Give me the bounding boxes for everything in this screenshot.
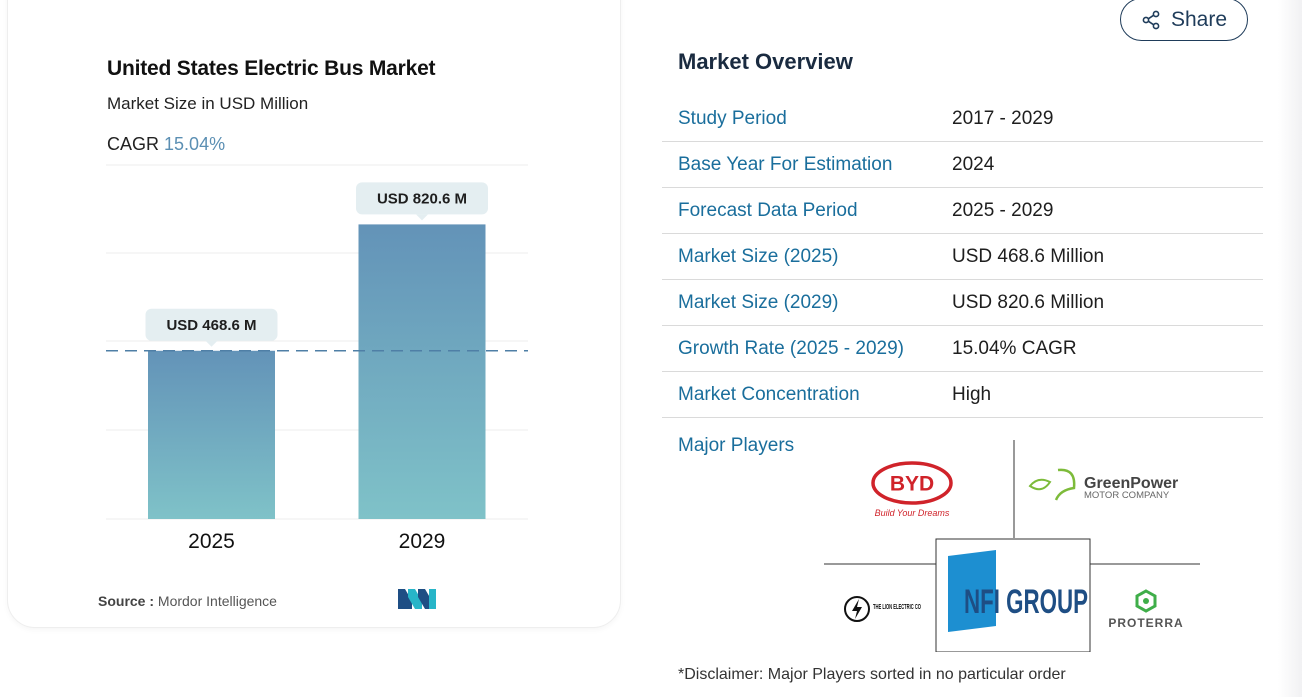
page-edge-shadow	[1278, 0, 1302, 697]
bar-2025	[148, 350, 275, 519]
overview-row-base-year: Base Year For Estimation 2024	[662, 142, 1263, 188]
data-label-pointer	[416, 214, 428, 221]
overview-key: Market Size (2029)	[678, 291, 839, 313]
data-label-text: USD 468.6 M	[166, 317, 256, 334]
cagr-value: 15.04%	[164, 134, 226, 154]
overview-key: Study Period	[678, 107, 787, 129]
overview-key: Base Year For Estimation	[678, 153, 893, 175]
greenpower-tagline: MOTOR COMPANY	[1084, 490, 1170, 501]
nfi-group-name: NFI GROUP	[964, 583, 1088, 621]
overview-value: 2025 - 2029	[952, 199, 1054, 221]
mordor-intelligence-logo	[398, 589, 436, 609]
data-label-2029: USD 820.6 M	[356, 182, 488, 221]
data-label-text: USD 820.6 M	[377, 190, 467, 207]
cagr-text: CAGR 15.04%	[107, 134, 225, 155]
overview-value: 2024	[952, 153, 995, 175]
chart-title: United States Electric Bus Market	[107, 57, 436, 80]
overview-key: Market Concentration	[678, 383, 860, 405]
data-label-bubble	[356, 182, 488, 215]
proterra-logo: PROTERRA	[1108, 589, 1183, 630]
market-overview-table: Study Period 2017 - 2029 Base Year For E…	[662, 96, 1263, 418]
lion-electric-logo: THE LION ELECTRIC CO	[844, 596, 921, 622]
greenpower-name: GreenPower	[1084, 475, 1178, 492]
share-button[interactable]: Share	[1120, 0, 1248, 41]
data-label-2025: USD 468.6 M	[145, 308, 278, 347]
source-text: Source : Mordor Intelligence	[98, 593, 277, 609]
major-players-logo-grid: BYD Build Your Dreams GreenPower MOTOR C…	[824, 440, 1200, 652]
byd-logo: BYD Build Your Dreams	[871, 461, 953, 518]
greenpower-logo: GreenPower MOTOR COMPANY	[1028, 468, 1178, 501]
chart-subtitle: Market Size in USD Million	[107, 94, 309, 113]
overview-row-forecast-period: Forecast Data Period 2025 - 2029	[662, 188, 1263, 234]
major-players-label: Major Players	[678, 435, 795, 456]
nfi-group-logo: NFI GROUP	[948, 550, 1088, 632]
disclaimer-text: *Disclaimer: Major Players sorted in no …	[678, 666, 1066, 683]
bar-2029	[358, 224, 486, 519]
x-tick-2029: 2029	[399, 530, 446, 553]
data-label-bubble	[145, 308, 278, 341]
overview-key: Market Size (2025)	[678, 245, 839, 267]
overview-value: USD 468.6 Million	[952, 245, 1105, 267]
overview-row-market-concentration: Market Concentration High	[662, 372, 1263, 418]
overview-row-study-period: Study Period 2017 - 2029	[662, 96, 1263, 142]
cagr-label: CAGR	[107, 134, 160, 154]
share-icon	[1142, 10, 1160, 29]
data-label-pointer	[205, 340, 218, 347]
lion-electric-name: THE LION ELECTRIC CO	[873, 604, 921, 611]
overview-value: High	[952, 383, 992, 405]
proterra-name: PROTERRA	[1108, 616, 1183, 630]
overview-key: Growth Rate (2025 - 2029)	[678, 337, 905, 359]
x-tick-2025: 2025	[188, 530, 235, 553]
share-label: Share	[1170, 7, 1228, 31]
overview-row-growth-rate: Growth Rate (2025 - 2029) 15.04% CAGR	[662, 326, 1263, 372]
overview-row-market-size-2025: Market Size (2025) USD 468.6 Million	[662, 234, 1263, 280]
source-value: Mordor Intelligence	[157, 593, 277, 609]
overview-value: 2017 - 2029	[952, 107, 1054, 129]
market-overview-title: Market Overview	[678, 49, 853, 74]
source-label: Source :	[98, 593, 155, 609]
byd-tagline: Build Your Dreams	[875, 508, 950, 518]
chart-card	[7, 0, 621, 628]
byd-name: BYD	[890, 473, 934, 496]
overview-key: Forecast Data Period	[678, 199, 858, 221]
overview-row-market-size-2029: Market Size (2029) USD 820.6 Million	[662, 280, 1263, 326]
overview-value: 15.04% CAGR	[952, 337, 1077, 359]
bar-chart: USD 468.6 M USD 820.6 M 2025 2029	[106, 164, 528, 553]
overview-value: USD 820.6 Million	[952, 291, 1105, 313]
